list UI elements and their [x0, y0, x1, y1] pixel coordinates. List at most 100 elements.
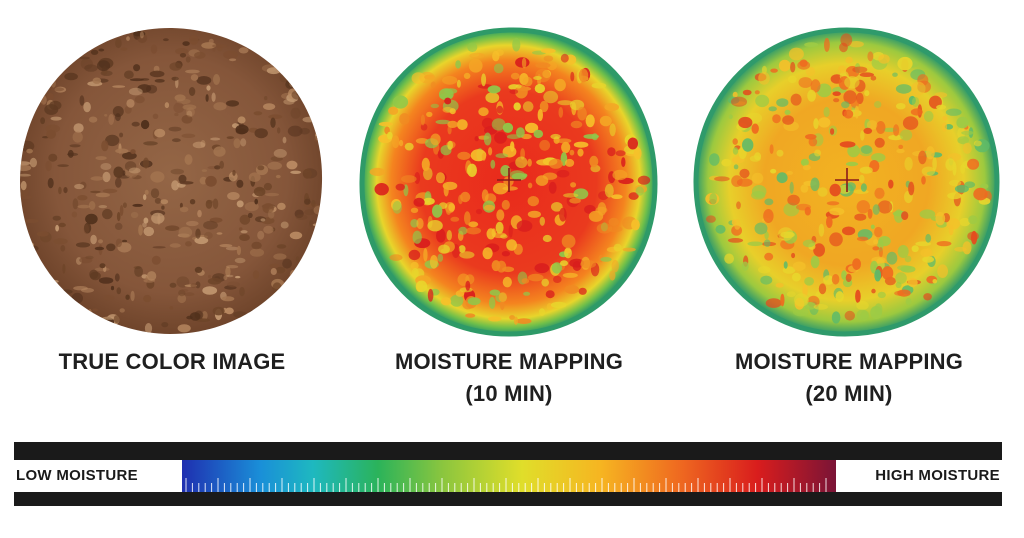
cookie-crumb	[104, 114, 108, 117]
cookie-crumb	[219, 244, 233, 248]
moisture-spot	[478, 107, 489, 117]
moisture-spot	[506, 134, 521, 140]
cookie-crumb	[84, 222, 92, 234]
moisture-spot	[732, 138, 738, 145]
cookie-crumb	[115, 38, 122, 49]
moisture-spot	[554, 78, 566, 92]
moisture-spot	[792, 272, 801, 282]
cookie-crumb	[185, 107, 195, 117]
moisture-spot	[487, 85, 501, 94]
moisture-spot	[502, 266, 515, 273]
cookie-crumb	[116, 287, 122, 295]
moisture-spot	[510, 72, 520, 80]
moisture-spot	[751, 123, 759, 134]
moisture-spot	[506, 239, 517, 251]
moisture-spot	[489, 296, 496, 309]
cookie-crumb	[269, 300, 285, 310]
cookie-crumb	[313, 135, 322, 143]
moisture-spot	[615, 150, 626, 157]
cookie-crumb	[133, 64, 141, 72]
moisture-spot	[896, 103, 906, 110]
moisture-spot	[960, 164, 966, 174]
cookie-crumb	[224, 285, 237, 290]
cookie-crumb	[267, 161, 282, 170]
moisture-spot	[430, 133, 441, 146]
moisture-spot	[465, 313, 476, 318]
moisture-spot	[389, 254, 403, 261]
moisture-spot	[485, 92, 500, 103]
cookie-crumb	[194, 266, 203, 273]
moisture-spot	[789, 181, 794, 194]
moisture-spot	[904, 157, 913, 171]
moisture-spot	[765, 298, 782, 308]
moisture-spot	[813, 243, 825, 257]
moisture-spot	[392, 201, 402, 214]
moisture-spot	[871, 153, 886, 162]
cookie-crumb	[28, 295, 36, 299]
cookie-crumb	[235, 275, 241, 279]
cookie-crumb	[270, 117, 276, 128]
moisture-spot	[411, 72, 426, 84]
cookie-crumb	[126, 99, 135, 108]
moisture-spot	[608, 217, 619, 227]
cookie-crumb	[45, 160, 52, 172]
moisture-spot	[867, 51, 874, 62]
cookie-crumb	[63, 187, 68, 194]
moisture-spot	[564, 248, 572, 254]
moisture-spot	[408, 249, 421, 261]
cookie-crumb	[257, 165, 265, 171]
moisture-spot	[455, 290, 465, 297]
cookie-crumb	[185, 241, 192, 247]
caption-moisture-10min: MOISTURE MAPPING (10 MIN)	[344, 346, 674, 410]
cookie-crumb	[226, 265, 239, 269]
moisture-spot	[705, 215, 716, 223]
moisture-spot	[946, 218, 961, 230]
high-moisture-label: HIGH MOISTURE	[875, 467, 1000, 484]
moisture-spot	[721, 158, 732, 167]
moisture-spot	[760, 275, 773, 285]
moisture-spot	[866, 120, 878, 130]
moisture-spot	[535, 62, 551, 69]
moisture-spot	[800, 184, 809, 193]
moisture-spot	[802, 164, 811, 171]
moisture-spot	[878, 236, 891, 247]
moisture-spot	[786, 170, 793, 175]
moisture-spot	[727, 238, 744, 243]
cookie-crumb	[225, 266, 231, 277]
moisture-spot	[954, 185, 969, 193]
cookie-crumb	[50, 87, 65, 92]
moisture-spot	[637, 175, 651, 185]
moisture-spot	[459, 251, 475, 259]
cookie-crumb	[300, 264, 311, 269]
cookie-crumb	[236, 179, 244, 188]
moisture-spot	[856, 300, 869, 310]
cookie-crumb	[232, 169, 236, 176]
moisture-spot	[545, 290, 555, 299]
moisture-spot	[867, 208, 873, 219]
cookie-crumb	[46, 129, 56, 139]
moisture-spot	[778, 59, 791, 72]
cookie-crumb	[212, 198, 219, 210]
cookie-crumb	[20, 161, 31, 166]
moisture-spot	[794, 293, 809, 307]
moisture-spot	[829, 232, 843, 247]
cookie-crumb	[181, 133, 196, 138]
cookie-crumb	[20, 180, 27, 191]
cookie-crumb	[26, 49, 32, 57]
cookie-crumb	[92, 308, 98, 312]
cookie-crumb	[270, 304, 285, 312]
cookie-crumb	[289, 231, 303, 240]
moisture-spot	[888, 179, 894, 189]
cookie-crumb	[190, 74, 199, 81]
cookie-crumb	[98, 239, 103, 244]
cookie-crumb	[240, 230, 248, 234]
cookie-crumb	[129, 78, 144, 82]
moisture-spot	[877, 291, 886, 299]
cookie-crumb	[44, 310, 55, 322]
moisture-spot	[463, 72, 471, 79]
moisture-spot	[583, 134, 599, 139]
cookie-crumb	[185, 69, 200, 74]
moisture-spot	[921, 176, 926, 185]
moisture-spot	[709, 153, 720, 166]
cookie-crumb	[225, 246, 239, 251]
